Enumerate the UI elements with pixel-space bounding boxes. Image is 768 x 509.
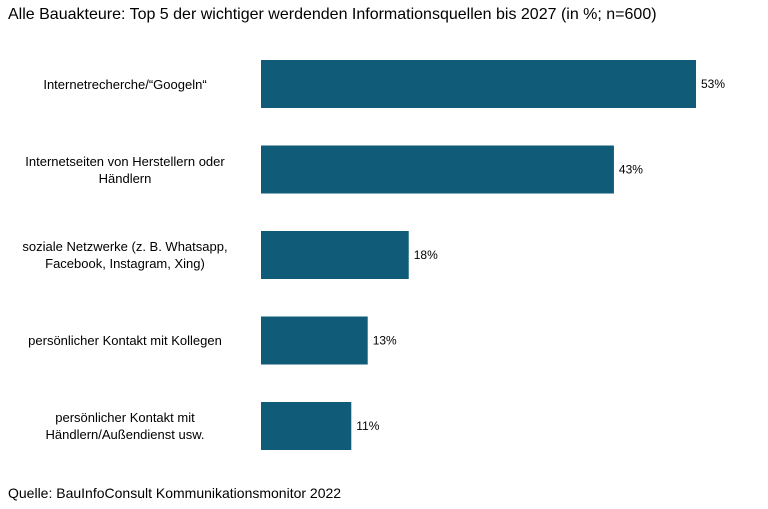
value-label-3: 13%: [373, 334, 397, 348]
bar-4: [261, 402, 352, 450]
chart-title: Alle Bauakteure: Top 5 der wichtiger wer…: [8, 6, 657, 23]
category-label-3: persönlicher Kontakt mit Kollegen: [28, 333, 222, 348]
category-label-0: Internetrecherche/“Googeln“: [43, 76, 207, 92]
value-label-4: 11%: [356, 419, 379, 433]
category-label-2: soziale Netzwerke (z. B. Whatsapp, Faceb…: [22, 239, 228, 271]
category-label-1: Internetseiten von Herstellern oder Händ…: [25, 153, 225, 186]
bar-0: [261, 60, 696, 108]
value-label-1: 43%: [619, 163, 643, 177]
category-label-4: persönlicher Kontakt mit Händlern/Außend…: [45, 410, 205, 442]
value-label-0: 53%: [701, 77, 725, 91]
bar-3: [261, 316, 368, 365]
value-label-2: 18%: [414, 248, 438, 262]
bar-2: [261, 231, 409, 279]
source-note: Quelle: BauInfoConsult Kommunikationsmon…: [8, 485, 342, 501]
bar-1: [261, 145, 614, 194]
